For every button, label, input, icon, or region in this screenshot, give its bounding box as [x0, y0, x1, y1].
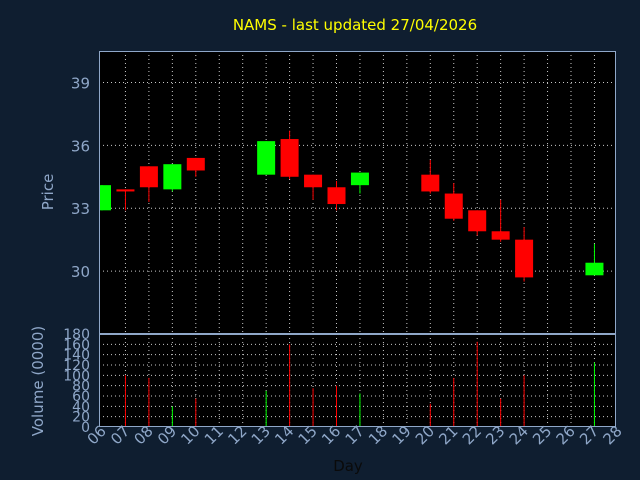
- volume-tick-label: 20: [72, 410, 90, 426]
- candle-17: [350, 172, 369, 194]
- candle-body: [327, 187, 346, 205]
- volume-tick-label: 100: [63, 368, 90, 384]
- volume-panel: 0204060801001201401601800607080910111213…: [63, 327, 625, 448]
- price-tick-label: 36: [71, 137, 90, 155]
- volume-tick-label: 140: [63, 348, 90, 364]
- candle-body: [421, 174, 440, 192]
- price-tick-label: 33: [71, 200, 90, 218]
- price-plot-area: [99, 51, 616, 334]
- candle-body: [468, 210, 487, 232]
- candle-09: [163, 164, 182, 192]
- candle-10: [186, 157, 205, 177]
- candle-24: [515, 227, 534, 282]
- x-axis-label: Day: [333, 457, 363, 475]
- candle-08: [139, 166, 158, 202]
- candle-body: [99, 185, 111, 211]
- price-tick-label: 39: [71, 74, 90, 92]
- candle-22: [468, 210, 487, 236]
- price-tick-label: 30: [71, 263, 90, 281]
- volume-tick-label: 120: [63, 358, 90, 374]
- volume-tick-label: 0: [81, 420, 90, 436]
- candle-07: [116, 189, 135, 211]
- candle-body: [139, 166, 158, 188]
- price-axis-label: Price: [39, 174, 57, 211]
- volume-tick-label: 180: [63, 327, 90, 343]
- chart-title: NAMS - last updated 27/04/2026: [233, 16, 477, 34]
- candle-body: [116, 189, 135, 192]
- candle-23: [491, 199, 510, 242]
- candle-body: [163, 164, 182, 190]
- candle-06: [99, 185, 111, 211]
- candle-14: [280, 130, 299, 179]
- candle-body: [304, 174, 323, 188]
- candle-body: [186, 157, 205, 171]
- candle-27: [585, 243, 604, 276]
- candle-20: [421, 160, 440, 194]
- candle-body: [444, 193, 463, 219]
- volume-axis-label: Volume (0000): [29, 326, 47, 436]
- volume-frame: [99, 334, 616, 427]
- candle-body: [257, 141, 276, 175]
- price-panel: 30 33 36 39: [71, 51, 616, 334]
- candle-body: [515, 239, 534, 278]
- candle-body: [280, 139, 299, 177]
- volume-tick-label: 60: [72, 389, 90, 405]
- candle-15: [304, 174, 323, 200]
- candle-body: [350, 172, 369, 186]
- volume-tick-label: 40: [72, 399, 90, 415]
- volume-tick-label: 160: [63, 337, 90, 353]
- price-frame: [99, 51, 616, 334]
- candle-body: [585, 262, 604, 276]
- volume-plot-area: [99, 334, 616, 427]
- candle-body: [491, 231, 510, 240]
- volume-tick-label: 80: [72, 379, 90, 395]
- candle-21: [444, 183, 463, 221]
- candle-16: [327, 180, 346, 211]
- candle-13: [257, 141, 276, 175]
